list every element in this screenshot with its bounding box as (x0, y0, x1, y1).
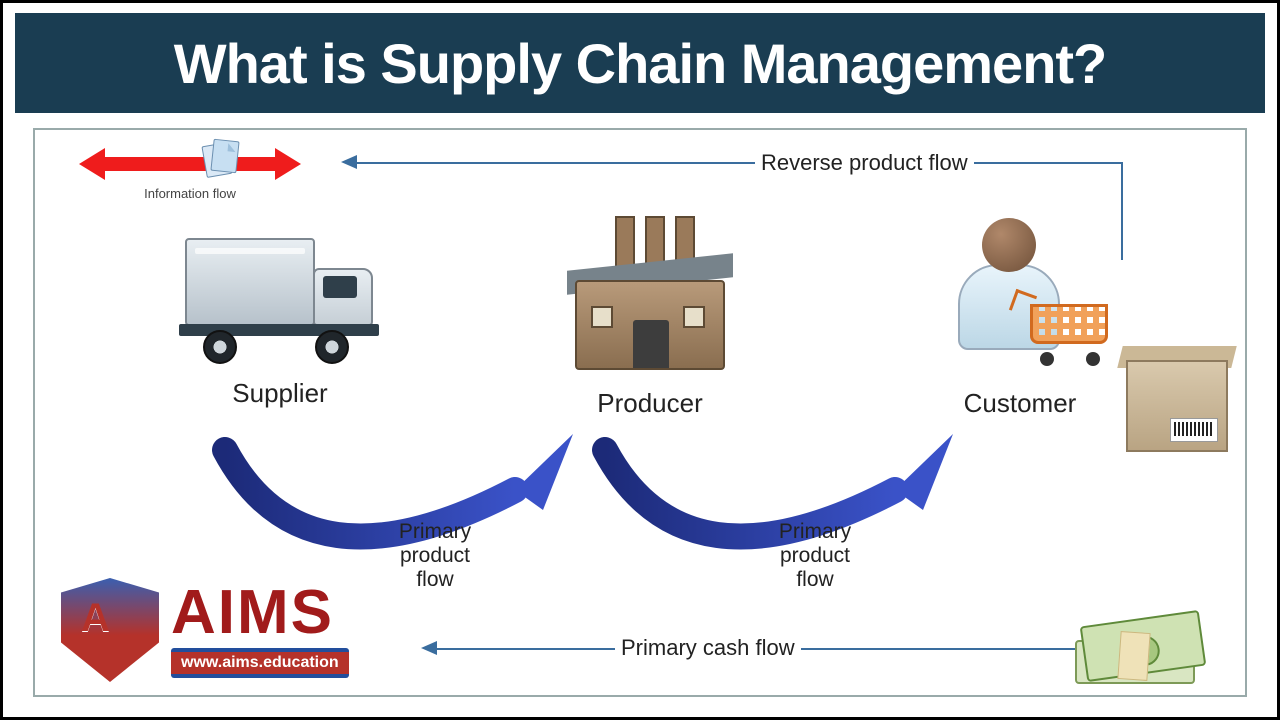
shield-icon: A (55, 574, 165, 686)
reverse-flow-line (355, 162, 1123, 164)
documents-icon (200, 136, 244, 180)
aims-logo: A AIMS www.aims.education (55, 570, 415, 690)
supply-chain-diagram: Information flow Reverse product flow Su… (33, 128, 1247, 697)
node-label: Customer (890, 388, 1150, 419)
reverse-flow-label: Reverse product flow (755, 150, 974, 176)
double-arrow-icon (85, 148, 295, 180)
arrow-left-icon (421, 641, 437, 655)
logo-text: AIMS (171, 582, 334, 644)
primary-flow-label-2: Primary product flow (755, 520, 875, 592)
node-label: Producer (520, 388, 780, 419)
information-flow-label: Information flow (75, 186, 305, 201)
slide-frame: What is Supply Chain Management? Informa… (3, 3, 1277, 717)
title-bar: What is Supply Chain Management? (15, 13, 1265, 113)
truck-icon (165, 220, 395, 370)
information-flow: Information flow (75, 148, 305, 201)
node-label: Supplier (150, 378, 410, 409)
customer-cart-icon (910, 210, 1130, 380)
node-producer: Producer (520, 210, 780, 419)
package-box-icon (1120, 340, 1240, 460)
factory-icon (545, 210, 755, 380)
money-icon (1075, 610, 1225, 690)
node-customer: Customer (890, 210, 1150, 419)
node-supplier: Supplier (150, 220, 410, 409)
arrow-left-icon (341, 155, 357, 169)
logo-url: www.aims.education (171, 648, 349, 678)
page-title: What is Supply Chain Management? (174, 31, 1107, 96)
cash-flow-label: Primary cash flow (615, 635, 801, 661)
